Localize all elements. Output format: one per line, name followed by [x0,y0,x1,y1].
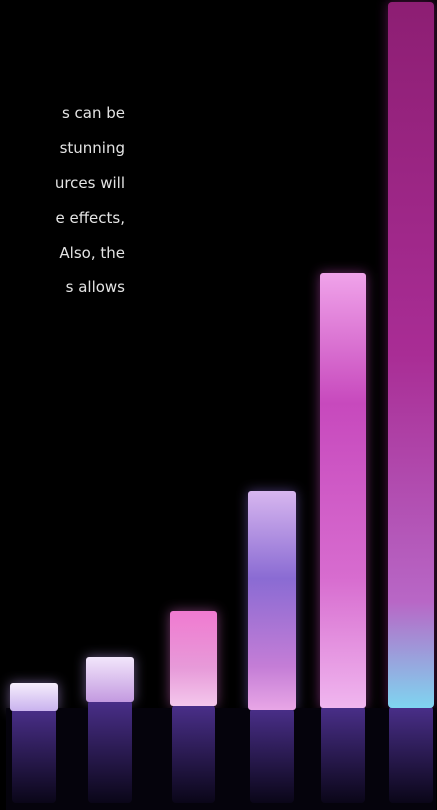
photo-tubes [6,2,436,810]
tube [320,273,366,708]
text-block: s can be stunning urces will e effects, … [55,104,125,296]
text-line: urces will [55,174,125,192]
tube [248,491,296,710]
text-line: Also, the [59,244,125,262]
floor [6,708,436,810]
tube [388,2,434,708]
tube-base [250,708,294,803]
tube-base [12,708,56,803]
text-line: stunning [60,139,125,157]
text-line: e effects, [56,209,126,227]
tube-base [321,706,365,803]
tube [86,657,134,702]
text-line: s can be [62,104,125,122]
tube [10,683,58,711]
tube-base [389,706,433,803]
text-line: s allows [66,278,126,296]
tube-base [172,705,215,803]
tube [170,611,217,706]
tube-base [88,700,132,803]
